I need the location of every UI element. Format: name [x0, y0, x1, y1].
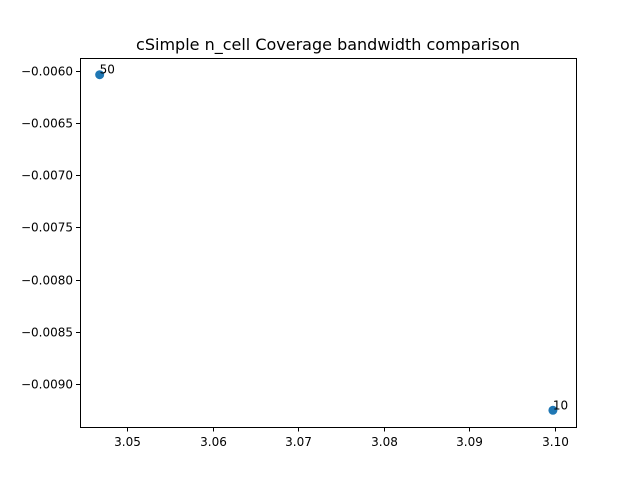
x-tick-label: 3.06	[200, 435, 227, 449]
point-label: 50	[100, 63, 115, 77]
y-tick-label: −0.0065	[21, 117, 73, 131]
point-label: 10	[553, 398, 568, 412]
x-axis: 3.05 3.06 3.07 3.08 3.09 3.10	[114, 427, 569, 449]
y-tick-label: −0.0060	[21, 65, 73, 79]
y-tick-label: −0.0075	[21, 221, 73, 235]
x-tick-label: 3.10	[542, 435, 569, 449]
y-axis: −0.0060 −0.0065 −0.0070 −0.0075 −0.0080 −0.00…	[21, 65, 81, 392]
x-tick-label: 3.08	[371, 435, 398, 449]
y-tick-label: −0.0070	[21, 169, 73, 183]
data-points: 50 10	[95, 63, 568, 415]
data-point	[95, 70, 105, 80]
y-tick-label: −0.0080	[21, 274, 73, 288]
chart-title: cSimple n_cell Coverage bandwidth compar…	[136, 35, 520, 55]
y-tick-label: −0.0085	[21, 326, 73, 340]
data-point	[548, 405, 558, 415]
plot-area-frame	[80, 58, 577, 428]
y-tick-label: −0.0090	[21, 378, 73, 392]
x-tick-label: 3.05	[114, 435, 141, 449]
x-tick-label: 3.07	[285, 435, 312, 449]
x-tick-label: 3.09	[456, 435, 483, 449]
